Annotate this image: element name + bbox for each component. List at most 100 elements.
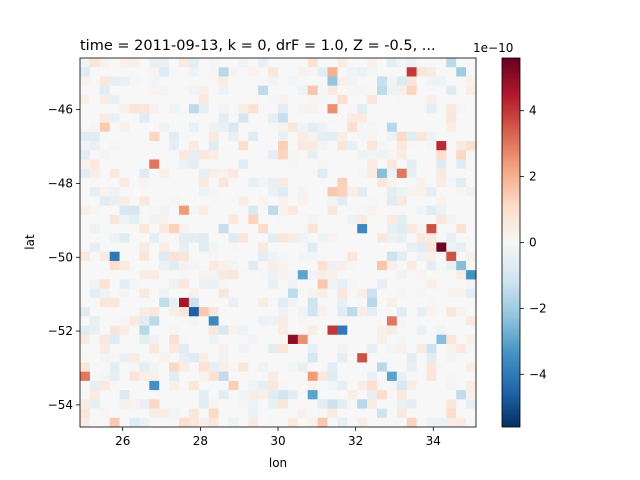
heatmap-cell [169, 85, 180, 96]
heatmap-cell [149, 187, 160, 197]
heatmap-cell [169, 417, 180, 428]
heatmap-cell [228, 399, 239, 409]
heatmap-cell [287, 196, 299, 206]
heatmap-cell [287, 362, 299, 372]
heatmap-cell [386, 380, 398, 391]
heatmap-cell [347, 279, 358, 289]
heatmap-cell [307, 307, 318, 317]
heatmap-cell [377, 104, 388, 114]
heatmap-cell [268, 343, 279, 354]
heatmap-cell [297, 297, 308, 308]
heatmap-cell [337, 279, 348, 289]
heatmap-cell [386, 279, 398, 289]
heatmap-cell [169, 67, 180, 77]
heatmap-cell [396, 224, 407, 234]
heatmap-cell [119, 279, 130, 289]
heatmap-cell [268, 307, 279, 317]
heatmap-cell [159, 316, 170, 326]
heatmap-cell [188, 343, 200, 354]
heatmap-cell [406, 94, 417, 105]
heatmap-cell [208, 67, 219, 77]
y-axis-label: lat [23, 234, 37, 250]
heatmap-cell [406, 288, 417, 299]
heatmap-cell [129, 214, 140, 225]
heatmap-cell [396, 279, 407, 289]
heatmap-cell [396, 297, 407, 308]
heatmap-cell [347, 205, 358, 216]
heatmap-cell [446, 214, 457, 225]
heatmap-cell [89, 399, 101, 409]
heatmap-cell [188, 390, 200, 400]
heatmap-cell [436, 67, 447, 77]
heatmap-cell [317, 58, 328, 68]
heatmap-cell [258, 353, 269, 363]
heatmap-cell [80, 187, 91, 197]
heatmap-cell [218, 94, 229, 105]
heatmap-cell [188, 307, 200, 317]
heatmap-cell [406, 131, 417, 142]
heatmap-cell [416, 150, 427, 160]
heatmap-cell [169, 297, 180, 308]
heatmap-cell [179, 58, 190, 68]
heatmap-cell [386, 233, 398, 243]
heatmap-cell [198, 141, 209, 151]
heatmap-cell [446, 279, 457, 289]
heatmap-cell [396, 159, 407, 169]
heatmap-cell [129, 104, 140, 114]
heatmap-cell [287, 371, 299, 382]
heatmap-cell [297, 76, 308, 86]
heatmap-cell [238, 334, 249, 345]
heatmap-cell [446, 113, 457, 123]
heatmap-cell [149, 104, 160, 114]
heatmap-cell [456, 417, 467, 428]
heatmap-cell [317, 399, 328, 409]
heatmap-cell [367, 417, 378, 428]
heatmap-cell [278, 288, 289, 299]
heatmap-cell [268, 94, 279, 105]
heatmap-cell [307, 76, 318, 86]
heatmap-cell [139, 76, 150, 86]
heatmap-cell [159, 214, 170, 225]
heatmap-cell [89, 371, 101, 382]
heatmap-cell [327, 187, 338, 197]
heatmap-cell [436, 196, 447, 206]
heatmap-cell [188, 251, 200, 262]
heatmap-cell [169, 242, 180, 253]
heatmap-cell [357, 353, 368, 363]
heatmap-cell [297, 94, 308, 105]
heatmap-cell [406, 187, 417, 197]
heatmap-cell [129, 307, 140, 317]
heatmap-cell [466, 196, 477, 206]
heatmap-cell [297, 417, 308, 428]
heatmap-cell [119, 168, 130, 179]
heatmap-cell [317, 85, 328, 96]
heatmap-cell [337, 242, 348, 253]
heatmap-cell [367, 150, 378, 160]
heatmap-cell [436, 233, 447, 243]
heatmap-cell [238, 224, 249, 234]
heatmap-cell [436, 390, 447, 400]
heatmap-cell [317, 325, 328, 336]
heatmap-cell [218, 168, 229, 179]
heatmap-cell [129, 122, 140, 133]
heatmap-cell [99, 177, 110, 188]
heatmap-cells [80, 58, 477, 428]
heatmap-cell [159, 307, 170, 317]
heatmap-cell [218, 233, 229, 243]
heatmap-cell [396, 67, 407, 77]
heatmap-cell [327, 67, 338, 77]
heatmap-cell [406, 150, 417, 160]
heatmap-cell [367, 205, 378, 216]
heatmap-cell [80, 214, 91, 225]
heatmap-cell [228, 288, 239, 299]
heatmap-cell [89, 113, 101, 123]
heatmap-cell [456, 270, 467, 280]
heatmap-cell [238, 242, 249, 253]
heatmap-cell [307, 334, 318, 345]
heatmap-cell [258, 297, 269, 308]
heatmap-cell [367, 214, 378, 225]
heatmap-cell [198, 104, 209, 114]
heatmap-cell [139, 187, 150, 197]
heatmap-cell [208, 94, 219, 105]
heatmap-cell [80, 399, 91, 409]
